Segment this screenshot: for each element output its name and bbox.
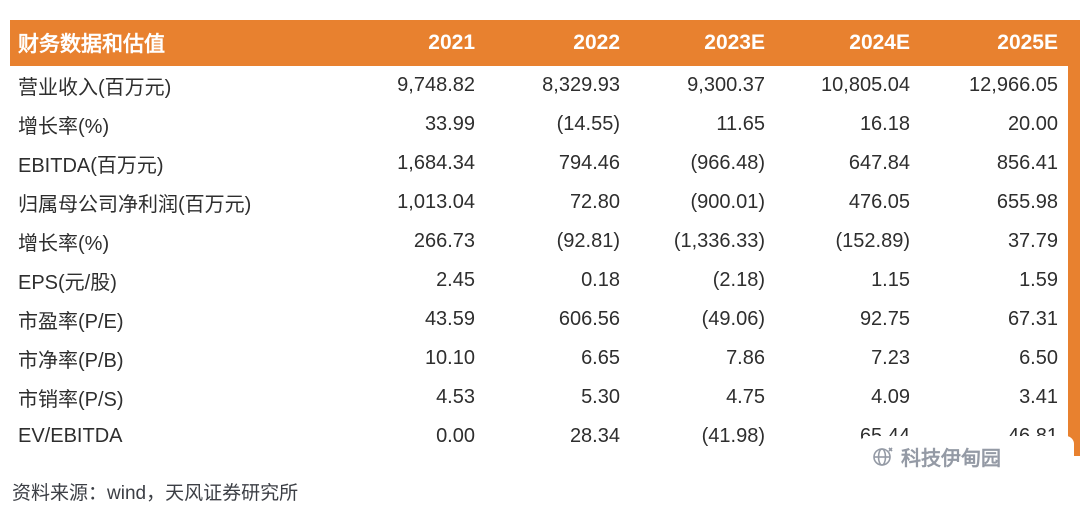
table-header-row: 财务数据和估值 2021 2022 2023E 2024E 2025E — [10, 20, 1068, 66]
header-metric-title: 财务数据和估值 — [10, 20, 340, 66]
value-cell: 4.53 — [436, 386, 475, 408]
value-cell: (92.81) — [556, 230, 620, 252]
value-cell: 4.09 — [871, 386, 910, 408]
table-row: 增长率(%) 266.73 (92.81) (1,336.33) (152.89… — [10, 222, 1068, 261]
row-label: 营业收入(百万元) — [18, 77, 172, 99]
row-label: 增长率(%) — [18, 233, 110, 255]
value-cell: (14.55) — [556, 113, 620, 135]
row-label: 增长率(%) — [18, 116, 110, 138]
value-cell: (49.06) — [701, 308, 765, 330]
value-cell: (966.48) — [690, 152, 766, 174]
value-cell: 43.59 — [424, 308, 475, 330]
value-cell: 12,966.05 — [969, 74, 1058, 96]
table-row: 营业收入(百万元) 9,748.82 8,329.93 9,300.37 10,… — [10, 66, 1068, 105]
value-cell: 606.56 — [558, 308, 620, 330]
value-cell: 37.79 — [1007, 230, 1058, 252]
row-label: EPS(元/股) — [18, 272, 117, 294]
table-row: 增长率(%) 33.99 (14.55) 11.65 16.18 20.00 — [10, 105, 1068, 144]
row-label: 市净率(P/B) — [18, 350, 124, 372]
value-cell: 1.15 — [871, 269, 910, 291]
value-cell: 1,013.04 — [397, 191, 475, 213]
row-label: 市销率(P/S) — [18, 389, 124, 411]
value-cell: (1,336.33) — [673, 230, 765, 252]
value-cell: 2.45 — [436, 269, 475, 291]
financial-valuation-table: 财务数据和估值 2021 2022 2023E 2024E 2025E 营业收入… — [10, 20, 1068, 456]
value-cell: 10.10 — [424, 347, 475, 369]
value-cell: 9,748.82 — [397, 74, 475, 96]
data-source-note: 资料来源：wind，天风证券研究所 — [12, 483, 299, 504]
value-cell: (152.89) — [835, 230, 911, 252]
table-row: 市销率(P/S) 4.53 5.30 4.75 4.09 3.41 — [10, 378, 1068, 417]
value-cell: 3.41 — [1019, 386, 1058, 408]
value-cell: 28.34 — [569, 425, 620, 447]
value-cell: 8,329.93 — [542, 74, 620, 96]
table-right-accent-bar — [1068, 20, 1080, 456]
globe-icon — [870, 444, 894, 468]
watermark-badge: 科技伊甸园 — [860, 436, 1074, 476]
value-cell: 16.18 — [859, 113, 910, 135]
value-cell: 6.50 — [1019, 347, 1058, 369]
value-cell: (900.01) — [690, 191, 766, 213]
value-cell: 72.80 — [569, 191, 620, 213]
value-cell: 10,805.04 — [821, 74, 910, 96]
value-cell: 7.86 — [726, 347, 765, 369]
value-cell: 655.98 — [996, 191, 1058, 213]
header-year-2021: 2021 — [340, 20, 485, 66]
value-cell: 856.41 — [996, 152, 1058, 174]
value-cell: 4.75 — [726, 386, 765, 408]
row-label: EBITDA(百万元) — [18, 155, 164, 177]
row-label: 归属母公司净利润(百万元) — [18, 194, 252, 216]
value-cell: 0.18 — [581, 269, 620, 291]
value-cell: 5.30 — [581, 386, 620, 408]
table-row: 市净率(P/B) 10.10 6.65 7.86 7.23 6.50 — [10, 339, 1068, 378]
value-cell: 647.84 — [848, 152, 910, 174]
table-row: 归属母公司净利润(百万元) 1,013.04 72.80 (900.01) 47… — [10, 183, 1068, 222]
value-cell: 9,300.37 — [687, 74, 765, 96]
header-year-2022: 2022 — [485, 20, 630, 66]
value-cell: 67.31 — [1007, 308, 1058, 330]
header-year-2025e: 2025E — [920, 20, 1068, 66]
table-row: EBITDA(百万元) 1,684.34 794.46 (966.48) 647… — [10, 144, 1068, 183]
header-year-2024e: 2024E — [775, 20, 920, 66]
value-cell: 794.46 — [558, 152, 620, 174]
value-cell: 7.23 — [871, 347, 910, 369]
row-label: 市盈率(P/E) — [18, 311, 124, 333]
table-row: 市盈率(P/E) 43.59 606.56 (49.06) 92.75 67.3… — [10, 300, 1068, 339]
value-cell: 6.65 — [581, 347, 620, 369]
watermark-label: 科技伊甸园 — [901, 447, 1001, 470]
value-cell: 0.00 — [436, 425, 475, 447]
value-cell: (41.98) — [701, 425, 765, 447]
row-label: EV/EBITDA — [18, 425, 123, 447]
header-year-2023e: 2023E — [630, 20, 775, 66]
value-cell: 1,684.34 — [397, 152, 475, 174]
value-cell: 20.00 — [1007, 113, 1058, 135]
table-row: EPS(元/股) 2.45 0.18 (2.18) 1.15 1.59 — [10, 261, 1068, 300]
value-cell: 92.75 — [859, 308, 910, 330]
value-cell: 1.59 — [1019, 269, 1058, 291]
value-cell: 33.99 — [424, 113, 475, 135]
value-cell: (2.18) — [712, 269, 765, 291]
value-cell: 266.73 — [413, 230, 475, 252]
value-cell: 11.65 — [716, 113, 765, 135]
value-cell: 476.05 — [848, 191, 910, 213]
